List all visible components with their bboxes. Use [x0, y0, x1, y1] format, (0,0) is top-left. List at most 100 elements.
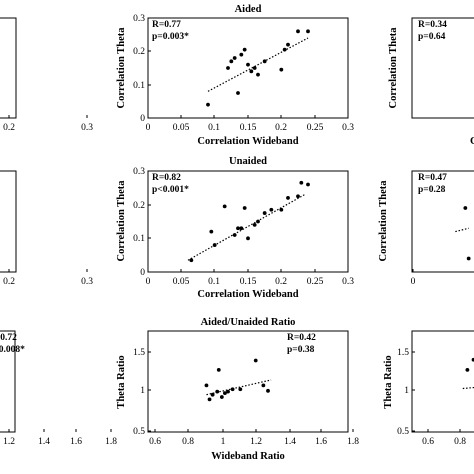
x-tick-label: 1.2	[3, 437, 15, 447]
x-axis-label: C	[470, 136, 474, 147]
data-point	[269, 207, 274, 212]
y-axis-label: Correlation Theta	[388, 27, 399, 109]
panel-right-mid: 0 Correlation Theta R=0.47 p=0.28	[378, 170, 474, 287]
data-point	[286, 196, 290, 200]
y-tick-label: 0	[140, 268, 145, 278]
stat-annotation: p=0.38	[287, 345, 315, 355]
y-tick-label: 0.5	[133, 427, 145, 437]
x-tick-label: 0.2	[275, 123, 287, 133]
y-tick-label: 1.5	[397, 348, 409, 358]
stat-annotation: p=0.003*	[152, 32, 189, 42]
stat-annotation: p=0.64	[418, 32, 446, 42]
x-tick-label: 0.3	[81, 277, 93, 287]
y-tick-label: 0.3	[133, 167, 145, 177]
data-point	[306, 182, 310, 187]
x-axis-label: Correlation Wideband	[197, 136, 298, 147]
data-point	[206, 102, 210, 107]
stat-annotation: R=0.72	[0, 333, 17, 343]
x-tick-label: 0	[146, 123, 151, 133]
x-tick-label: 0.3	[342, 123, 354, 133]
data-point	[466, 256, 471, 261]
data-point	[256, 219, 260, 224]
y-axis-label: Correlation Theta	[116, 180, 127, 262]
stat-annotation: R=0.82	[152, 173, 181, 183]
stat-annotation: p<0.001*	[152, 185, 189, 195]
panel-center-bot: 0.6 0.8 1 1.2 1.4 1.6 1.8 0.5 1 1.5 Aided/Unaided …	[116, 317, 359, 462]
stat-annotation: R=0.34	[418, 20, 447, 30]
data-point	[252, 66, 257, 70]
data-point	[238, 387, 243, 392]
data-point	[249, 69, 254, 74]
data-point	[282, 47, 287, 52]
y-tick-label: 0	[140, 114, 145, 124]
stat-annotation: R=0.47	[418, 173, 447, 183]
panel-center-top: 0 0.05 0.1 0.15 0.2 0.25 0.3 0 0.1 0.2 0.3 Aided Cor…	[116, 4, 354, 147]
x-tick-label: 0	[411, 277, 416, 287]
x-tick-label: 1.6	[315, 437, 327, 447]
x-tick-label: 0.25	[307, 123, 324, 133]
stat-annotation: R=0.42	[287, 333, 316, 343]
data-point	[471, 357, 474, 362]
x-axis-label: Correlation Wideband	[197, 289, 298, 300]
x-tick-label: 1.8	[105, 437, 117, 447]
data-point	[189, 258, 194, 263]
panel-title: Aided/Unaided Ratio	[201, 317, 296, 328]
data-point	[246, 236, 250, 241]
y-tick-label: 0.3	[133, 14, 145, 24]
data-point	[232, 56, 237, 60]
x-tick-label: 0.3	[81, 123, 93, 133]
data-point	[253, 358, 258, 363]
y-axis-label: Theta Ratio	[383, 355, 394, 408]
data-point	[306, 29, 310, 34]
plot-frame	[411, 170, 474, 273]
x-tick-label: 0.05	[173, 277, 190, 287]
panel-left-top: 0.20.3Wideband	[0, 17, 93, 147]
x-tick-label: 0.2	[3, 123, 15, 133]
x-tick-label: 1.4	[284, 437, 296, 447]
data-point	[463, 206, 468, 210]
y-tick-label: 1	[404, 386, 409, 396]
data-point	[262, 211, 267, 215]
plot-frame	[0, 330, 16, 433]
data-point	[246, 62, 250, 67]
plot-frame	[0, 170, 17, 273]
data-point	[252, 222, 257, 227]
x-tick-label: 1.4	[38, 437, 50, 447]
data-point	[226, 389, 230, 394]
y-tick-label: 0.2	[133, 47, 145, 57]
x-tick-label: 0.2	[3, 277, 15, 287]
y-tick-label: 1.5	[133, 348, 145, 358]
stat-annotation: p=0.008*	[0, 345, 25, 355]
data-point	[236, 91, 240, 95]
x-tick-label: 1	[221, 437, 226, 447]
data-point	[222, 204, 227, 209]
x-tick-label: 0.15	[240, 277, 257, 287]
x-tick-label: 0.05	[173, 123, 190, 133]
data-point	[299, 180, 304, 185]
x-tick-label: 0.25	[307, 277, 324, 287]
data-point	[465, 367, 470, 372]
data-point	[261, 383, 266, 388]
plot-frame	[0, 17, 17, 119]
data-point	[266, 388, 270, 393]
data-point	[210, 392, 215, 397]
x-tick-label: 0.2	[275, 277, 287, 287]
data-point	[262, 59, 267, 64]
y-tick-label: 1	[140, 386, 145, 396]
data-point	[242, 206, 247, 210]
data-point	[232, 233, 237, 237]
data-point	[226, 66, 230, 70]
data-point	[223, 391, 227, 396]
data-point	[296, 194, 300, 199]
data-point	[219, 395, 224, 399]
x-tick-label: 1.2	[250, 437, 262, 447]
data-point	[216, 367, 221, 372]
data-point	[242, 47, 247, 52]
data-point	[204, 383, 209, 388]
x-tick-label: 0.6	[422, 437, 434, 447]
plot-frame	[411, 17, 474, 119]
regression-line	[462, 386, 474, 390]
panel-title: Aided	[235, 4, 262, 15]
